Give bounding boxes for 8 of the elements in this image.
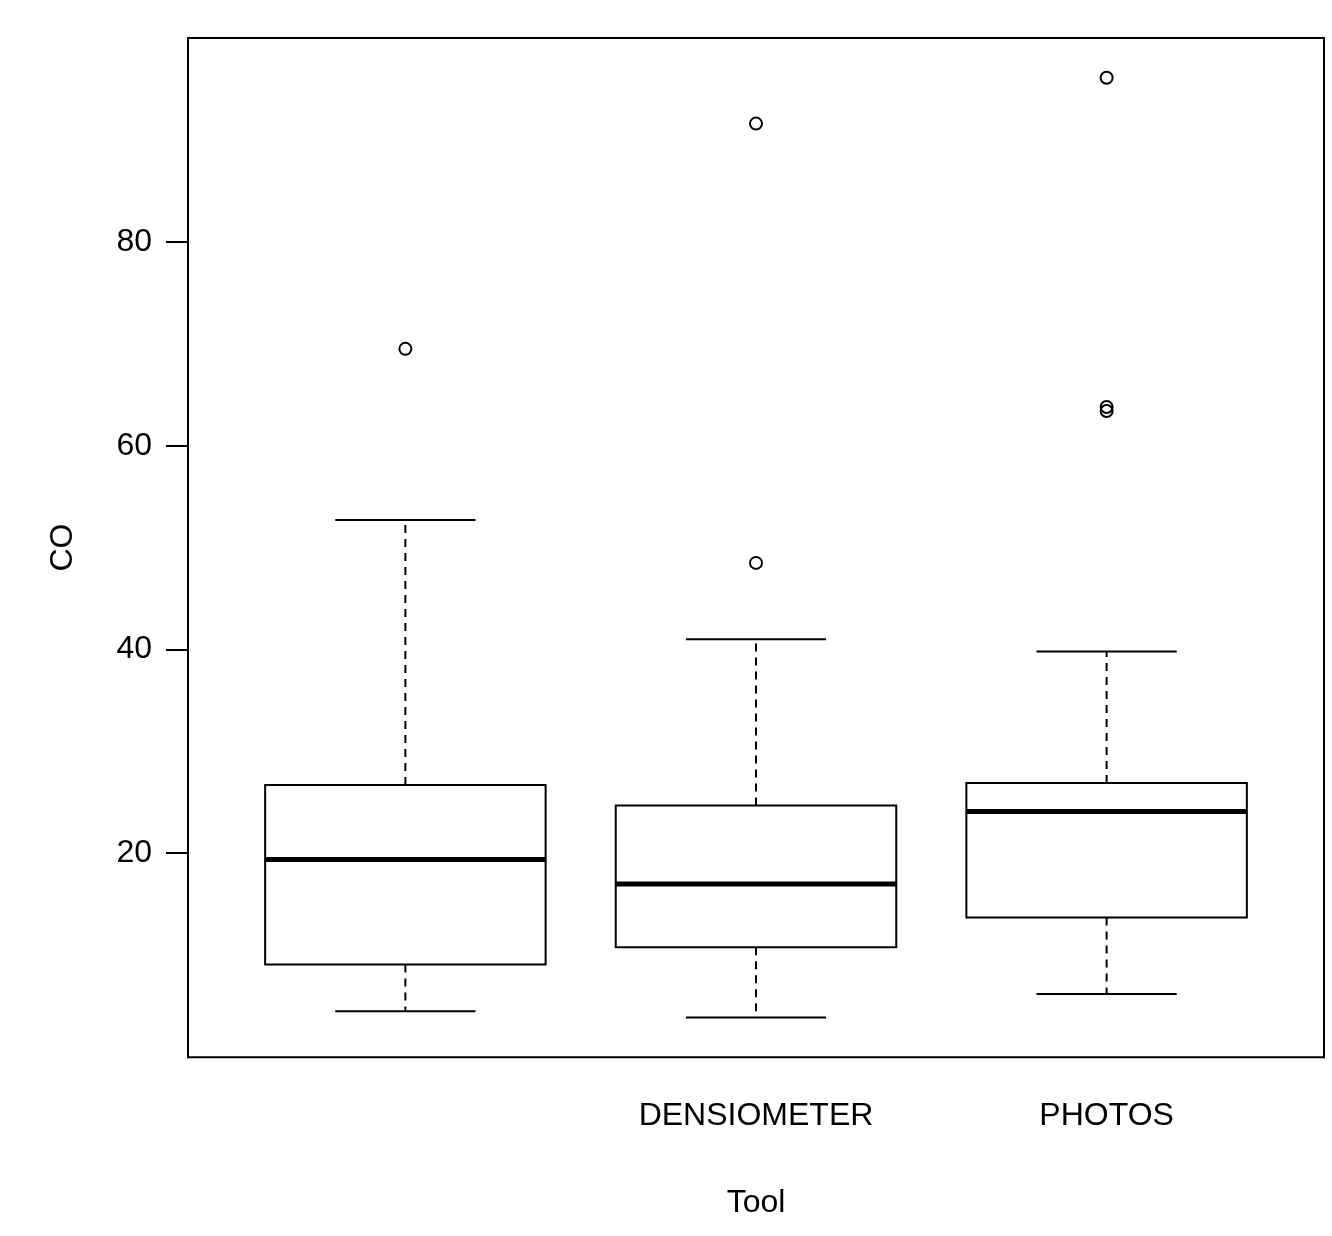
- y-tick-label: 60: [116, 425, 152, 462]
- x-tick-label: PHOTOS: [1039, 1096, 1174, 1133]
- x-tick-label: DENSIOMETER: [638, 1096, 874, 1133]
- y-tick-label: 20: [116, 833, 152, 870]
- y-tick-label: 80: [116, 221, 152, 258]
- y-tick-label: 40: [116, 629, 152, 666]
- y-axis-title: CO: [43, 523, 80, 572]
- x-axis-title: Tool: [726, 1182, 786, 1219]
